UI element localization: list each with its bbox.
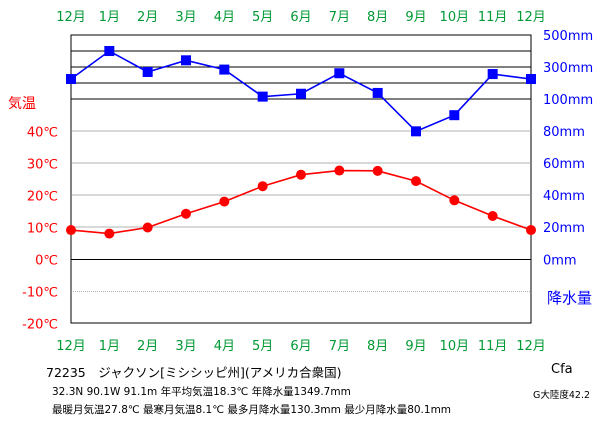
temperature-point <box>181 208 191 219</box>
precipitation-point <box>372 87 383 98</box>
precipitation-tick-label: 80mm <box>543 125 585 140</box>
month-label-top: 12月 <box>516 10 546 25</box>
temperature-point <box>142 222 153 233</box>
month-label-bottom: 10月 <box>440 339 470 354</box>
month-label-bottom: 12月 <box>516 339 546 354</box>
precipitation-point <box>104 46 115 57</box>
month-label-top: 2月 <box>137 10 158 25</box>
right-axis-title: 降水量 <box>547 289 592 307</box>
month-label-bottom: 4月 <box>214 339 235 354</box>
month-label-bottom: 12月 <box>56 339 86 354</box>
month-label-bottom: 8月 <box>367 339 388 354</box>
temperature-point <box>296 169 306 180</box>
precipitation-tick-label: 500mm <box>543 29 593 44</box>
month-label-top: 12月 <box>56 10 86 25</box>
temperature-point <box>487 210 498 221</box>
station-summary: 32.3N 90.1W 91.1m 年平均気温18.3℃ 年降水量1349.7m… <box>52 386 351 398</box>
month-label-bottom: 9月 <box>405 339 426 354</box>
temperature-tick-label: 20℃ <box>27 190 58 205</box>
temperature-point <box>66 225 76 236</box>
climate-class: Cfa <box>551 362 573 377</box>
month-label-top: 1月 <box>99 10 120 25</box>
temperature-tick-label: 10℃ <box>27 222 58 237</box>
month-label-bottom: 7月 <box>329 339 350 354</box>
precipitation-point <box>181 55 191 66</box>
station-title: 72235 ジャクソン[ミシシッピ州](アメリカ合衆国) <box>46 365 342 380</box>
month-label-bottom: 1月 <box>99 339 120 354</box>
precipitation-point <box>411 126 421 137</box>
month-label-top: 4月 <box>214 10 235 25</box>
month-label-bottom: 5月 <box>252 339 273 354</box>
month-label-bottom: 3月 <box>175 339 196 354</box>
month-label-bottom: 2月 <box>137 339 158 354</box>
temperature-line <box>70 169 532 235</box>
month-label-top: 11月 <box>478 10 508 25</box>
precipitation-tick-label: 40mm <box>543 189 585 204</box>
station-extremes: 最暖月気温27.8℃ 最寒月気温8.1℃ 最多月降水量130.3mm 最少月降水… <box>52 404 452 416</box>
month-label-top: 7月 <box>329 10 350 25</box>
precipitation-point <box>66 74 76 85</box>
precipitation-point <box>296 88 306 99</box>
temperature-point <box>257 181 268 192</box>
temperature-point <box>526 225 536 236</box>
month-label-bottom: 6月 <box>290 339 311 354</box>
temperature-point <box>411 176 421 187</box>
month-label-top: 6月 <box>290 10 311 25</box>
month-label-top: 8月 <box>367 10 388 25</box>
precipitation-tick-label: 0mm <box>543 254 577 269</box>
temperature-tick-label: 30℃ <box>27 158 58 173</box>
precipitation-tick-label: 60mm <box>543 157 585 172</box>
precipitation-point <box>449 110 460 121</box>
precipitation-point <box>526 74 536 85</box>
temperature-point <box>104 228 115 239</box>
continentality-index: G大陸度42.2 <box>533 390 591 401</box>
precipitation-point <box>487 69 498 80</box>
plot-frame <box>70 34 532 324</box>
precipitation-tick-label: 300mm <box>543 61 593 76</box>
temperature-point <box>219 196 230 207</box>
precipitation-point <box>334 68 345 79</box>
temperature-point <box>372 165 383 176</box>
temperature-tick-label: 40℃ <box>27 126 58 141</box>
temperature-point <box>449 195 460 206</box>
month-label-top: 5月 <box>252 10 273 25</box>
temperature-tick-label: 0℃ <box>35 254 58 269</box>
month-label-top: 10月 <box>440 10 470 25</box>
precipitation-point <box>142 66 153 77</box>
temperature-tick-label: -20℃ <box>22 318 58 333</box>
precipitation-tick-label: 100mm <box>543 93 593 108</box>
month-label-bottom: 11月 <box>478 339 508 354</box>
month-label-top: 3月 <box>175 10 196 25</box>
precipitation-point <box>257 91 268 102</box>
precipitation-tick-label: 20mm <box>543 221 585 236</box>
temperature-tick-label: -10℃ <box>22 286 58 301</box>
precipitation-point <box>219 64 230 75</box>
left-axis-title: 気温 <box>8 96 36 112</box>
month-label-top: 9月 <box>405 10 426 25</box>
temperature-point <box>334 165 345 176</box>
